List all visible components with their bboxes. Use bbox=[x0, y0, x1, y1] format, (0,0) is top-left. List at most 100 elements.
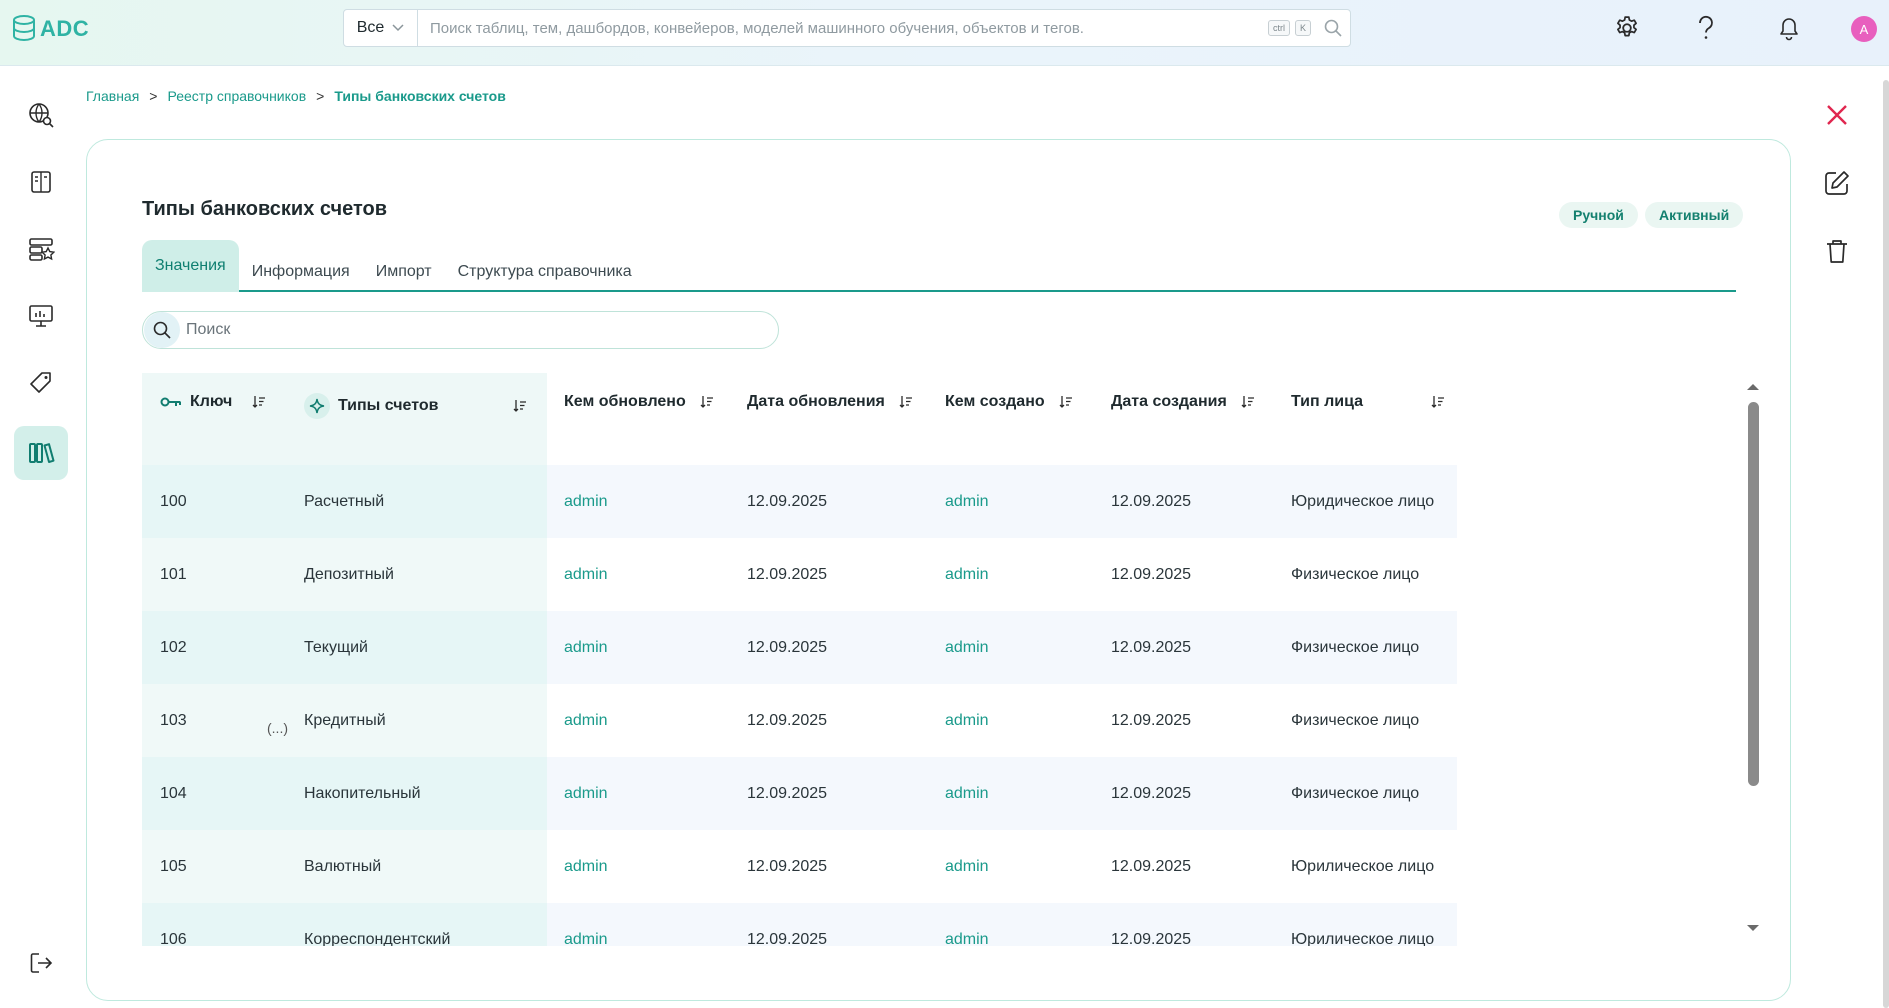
cell-created-by[interactable]: admin bbox=[929, 830, 1094, 903]
cell-updated-by-text: admin bbox=[564, 565, 608, 583]
cell-person-type: Физическое лицо bbox=[1274, 611, 1457, 684]
gear-icon bbox=[1617, 16, 1637, 37]
column-header-created-by: Кем создано bbox=[929, 373, 1094, 465]
cell-created-by-text: admin bbox=[945, 492, 989, 510]
sort-created-by-button[interactable] bbox=[1059, 395, 1073, 409]
cell-account-type: Накопительный bbox=[292, 757, 547, 830]
cell-updated-by[interactable]: admin bbox=[547, 465, 731, 538]
global-search-bar: Все ctrl K bbox=[343, 9, 1351, 47]
app-logo[interactable]: ADC bbox=[12, 14, 89, 44]
table-scrollbar[interactable] bbox=[1742, 380, 1764, 935]
cell-updated-by[interactable]: admin bbox=[547, 757, 731, 830]
breadcrumb-separator: > bbox=[316, 88, 325, 104]
cell-updated-by[interactable]: admin bbox=[547, 903, 731, 946]
column-header-created-at: Дата создания bbox=[1094, 373, 1274, 465]
cell-key: 102 bbox=[142, 611, 292, 684]
table-row[interactable]: 102 Текущий admin 12.09.2025 admin 12.09.2025… bbox=[142, 611, 1457, 684]
key-icon bbox=[160, 397, 181, 407]
cell-updated-by-text: admin bbox=[564, 857, 608, 875]
cell-created-at-text: 12.09.2025 bbox=[1111, 784, 1192, 802]
cell-key: 104 bbox=[142, 757, 292, 830]
cell-created-by[interactable]: admin bbox=[929, 684, 1094, 757]
search-scope-select[interactable]: Все bbox=[344, 10, 418, 46]
dictionary-card: Типы банковских счетов Ручной Активный З… bbox=[86, 139, 1791, 1001]
cell-person-type: Юрилическое лицо bbox=[1274, 830, 1457, 903]
cell-updated-by[interactable]: admin bbox=[547, 684, 731, 757]
page-scrollbar[interactable] bbox=[1883, 80, 1889, 1008]
logout-button[interactable] bbox=[14, 936, 68, 990]
cell-account-type: Корреспондентский bbox=[292, 903, 547, 946]
nav-item-dashboards[interactable] bbox=[14, 289, 68, 343]
cell-updated-by[interactable]: admin bbox=[547, 830, 731, 903]
truncated-ellipsis[interactable]: (...) bbox=[267, 720, 288, 736]
logout-icon bbox=[30, 953, 53, 973]
sort-account-type-button[interactable] bbox=[513, 399, 527, 413]
nav-item-glossary[interactable] bbox=[14, 155, 68, 209]
cell-created-by[interactable]: admin bbox=[929, 465, 1094, 538]
nav-item-dictionaries[interactable] bbox=[14, 426, 68, 480]
settings-button[interactable] bbox=[1613, 14, 1641, 42]
cell-account-type-text: Расчетный bbox=[304, 492, 385, 510]
cell-account-type: Кредитный bbox=[292, 684, 547, 757]
cell-updated-at: 12.09.2025 bbox=[731, 903, 929, 946]
nav-item-explore[interactable] bbox=[14, 88, 68, 142]
sort-icon bbox=[1431, 396, 1444, 408]
table-search-input[interactable] bbox=[180, 312, 778, 348]
cell-created-by[interactable]: admin bbox=[929, 538, 1094, 611]
sort-updated-at-button[interactable] bbox=[899, 395, 913, 409]
table-row[interactable]: 101 Депозитный admin 12.09.2025 admin 12.09.2… bbox=[142, 538, 1457, 611]
tab-values[interactable]: Значения bbox=[142, 240, 239, 292]
column-header-account-type: Типы счетов bbox=[292, 373, 547, 465]
search-scope-value: Все bbox=[356, 19, 385, 36]
cell-updated-at: 12.09.2025 bbox=[731, 611, 929, 684]
table-row[interactable]: 105 Валютный admin 12.09.2025 admin 12.09.202… bbox=[142, 830, 1457, 903]
breadcrumb-current: Типы банковских счетов bbox=[334, 88, 506, 104]
tab-import[interactable]: Импорт bbox=[375, 263, 432, 280]
sort-key-button[interactable] bbox=[252, 395, 266, 409]
delete-button[interactable] bbox=[1820, 234, 1854, 268]
nav-item-tags[interactable] bbox=[14, 356, 68, 410]
cell-created-by[interactable]: admin bbox=[929, 903, 1094, 946]
close-button[interactable] bbox=[1820, 98, 1854, 132]
close-icon bbox=[1827, 105, 1847, 125]
breadcrumb-home[interactable]: Главная bbox=[86, 88, 140, 104]
table-row[interactable]: 100 Расчетный admin 12.09.2025 admin 12.09.20… bbox=[142, 465, 1457, 538]
table-row[interactable]: 103 (...) Кредитный admin 12.09.2025 admin 12.… bbox=[142, 684, 1457, 757]
cell-updated-by[interactable]: admin bbox=[547, 611, 731, 684]
bell-icon bbox=[1780, 18, 1798, 41]
cell-key: 100 bbox=[142, 465, 292, 538]
cell-updated-at-text: 12.09.2025 bbox=[747, 711, 828, 729]
database-logo-icon bbox=[13, 15, 35, 42]
nav-item-data-quality[interactable] bbox=[14, 222, 68, 276]
cell-created-by-text: admin bbox=[945, 711, 989, 729]
cell-account-type-text: Депозитный bbox=[304, 565, 394, 583]
global-search-input[interactable] bbox=[418, 10, 1268, 46]
cell-account-type-text: Корреспондентский bbox=[304, 930, 451, 947]
cell-updated-by[interactable]: admin bbox=[547, 538, 731, 611]
help-button[interactable] bbox=[1692, 14, 1720, 42]
sort-created-at-button[interactable] bbox=[1241, 395, 1255, 409]
breadcrumb-registry[interactable]: Реестр справочников bbox=[167, 88, 307, 104]
cell-updated-at-text: 12.09.2025 bbox=[747, 857, 828, 875]
table-row[interactable]: 106 Корреспондентский admin 12.09.2025 admin… bbox=[142, 903, 1457, 946]
notifications-button[interactable] bbox=[1775, 14, 1803, 42]
user-avatar[interactable]: A bbox=[1851, 16, 1877, 42]
sort-updated-by-button[interactable] bbox=[700, 395, 714, 409]
tab-information[interactable]: Информация bbox=[251, 263, 350, 280]
table-row[interactable]: 104 Накопительный admin 12.09.2025 admin 12.0… bbox=[142, 757, 1457, 830]
scroll-down-arrow-icon bbox=[1747, 925, 1759, 931]
cell-created-by[interactable]: admin bbox=[929, 611, 1094, 684]
cell-created-at: 12.09.2025 bbox=[1094, 757, 1274, 830]
tab-structure[interactable]: Структура справочника bbox=[457, 263, 632, 280]
cell-created-by-text: admin bbox=[945, 638, 989, 656]
column-title: Кем создано bbox=[945, 393, 1045, 410]
scrollbar-thumb[interactable] bbox=[1748, 402, 1759, 786]
cell-account-type: Расчетный bbox=[292, 465, 547, 538]
table-search bbox=[142, 311, 779, 349]
edit-button[interactable] bbox=[1820, 166, 1854, 200]
cell-person-type: Юридическое лицо bbox=[1274, 465, 1457, 538]
cell-created-by-text: admin bbox=[945, 565, 989, 583]
cell-created-by[interactable]: admin bbox=[929, 757, 1094, 830]
global-search-button[interactable] bbox=[1316, 10, 1350, 46]
sort-person-type-button[interactable] bbox=[1431, 395, 1445, 409]
